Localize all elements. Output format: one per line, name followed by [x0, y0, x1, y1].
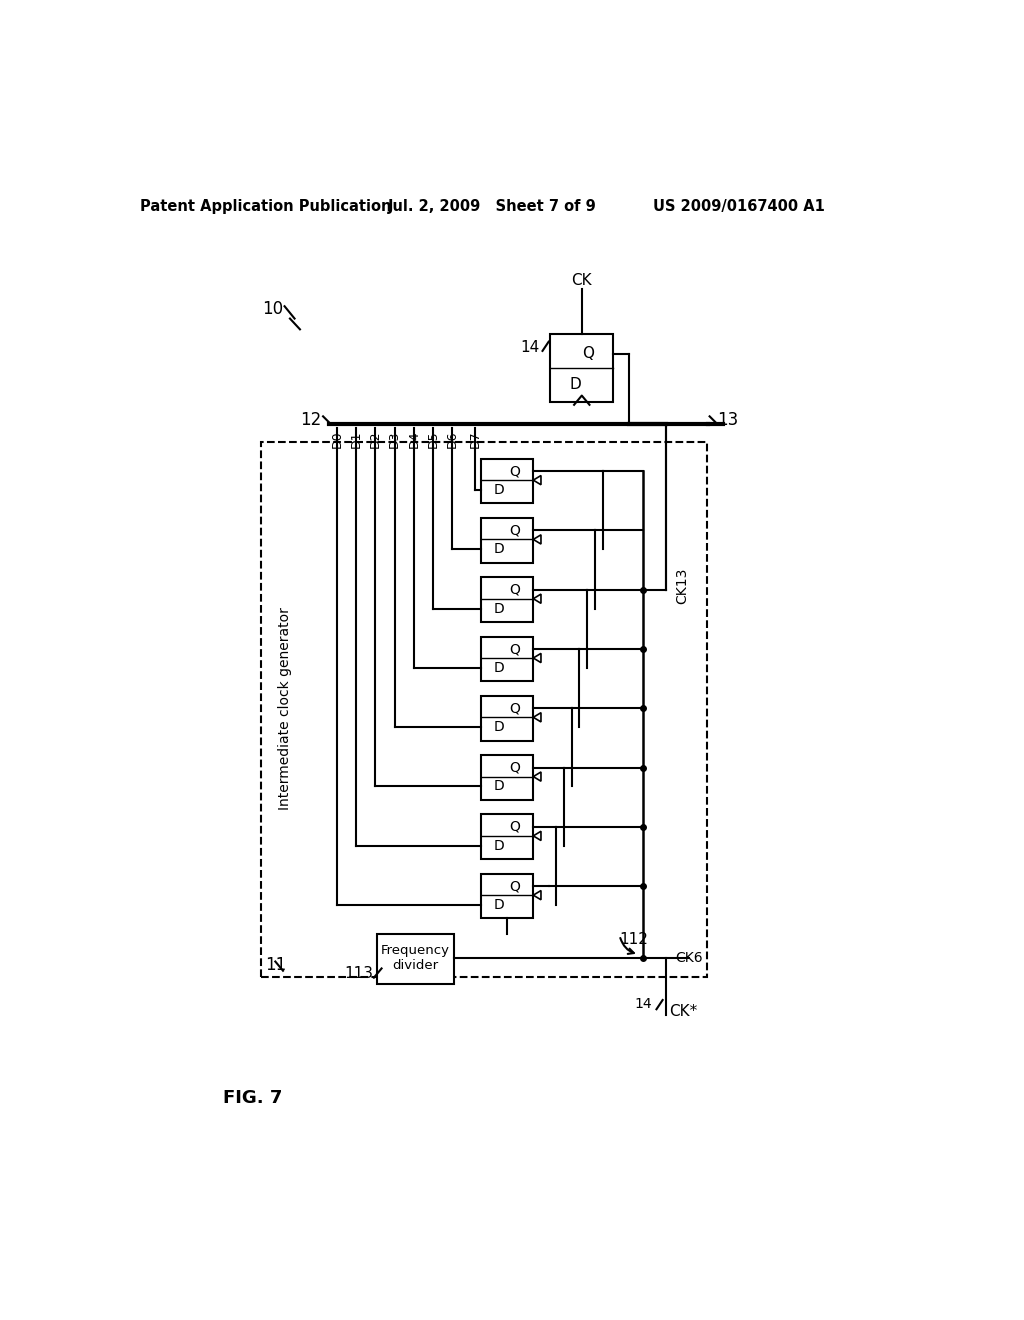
Text: D: D [494, 661, 505, 675]
Bar [481, 517, 534, 562]
Text: D2: D2 [369, 430, 382, 449]
Polygon shape [534, 832, 541, 841]
Text: Q: Q [510, 524, 520, 537]
Polygon shape [534, 535, 541, 544]
Bar [481, 577, 534, 622]
Polygon shape [534, 713, 541, 722]
Bar [481, 696, 534, 741]
Text: Jul. 2, 2009   Sheet 7 of 9: Jul. 2, 2009 Sheet 7 of 9 [388, 198, 597, 214]
Bar [481, 755, 534, 800]
Polygon shape [534, 475, 541, 484]
Text: D5: D5 [427, 430, 439, 449]
Text: Patent Application Publication: Patent Application Publication [139, 198, 391, 214]
Text: 10: 10 [262, 300, 283, 318]
Text: Frequency
divider: Frequency divider [381, 944, 450, 973]
Text: Q: Q [510, 820, 520, 834]
Text: Q: Q [510, 879, 520, 894]
Text: D3: D3 [388, 430, 401, 449]
Polygon shape [534, 772, 541, 781]
Bar [481, 874, 534, 919]
Text: Q: Q [510, 760, 520, 775]
Text: 12: 12 [300, 412, 322, 429]
Polygon shape [534, 891, 541, 900]
Bar [481, 814, 534, 859]
Bar [481, 459, 534, 503]
Text: 112: 112 [620, 932, 648, 946]
Text: CK6: CK6 [675, 952, 702, 965]
Text: CK: CK [571, 272, 592, 288]
Text: D1: D1 [349, 430, 362, 449]
Text: 113: 113 [344, 966, 373, 981]
Text: D6: D6 [445, 430, 459, 449]
Text: Intermediate clock generator: Intermediate clock generator [278, 607, 292, 810]
Text: D0: D0 [331, 430, 343, 449]
Text: D4: D4 [408, 430, 421, 449]
Text: US 2009/0167400 A1: US 2009/0167400 A1 [653, 198, 824, 214]
Text: 14: 14 [634, 997, 652, 1011]
Polygon shape [534, 594, 541, 603]
Bar [550, 334, 613, 401]
Text: Q: Q [510, 583, 520, 597]
Bar [261, 442, 707, 977]
Text: D: D [494, 543, 505, 556]
Text: Q: Q [582, 346, 594, 362]
Text: CK13: CK13 [675, 568, 689, 605]
Text: CK*: CK* [670, 1005, 697, 1019]
Text: 11: 11 [265, 957, 287, 974]
Bar [377, 933, 454, 983]
Polygon shape [534, 653, 541, 663]
Text: D: D [494, 838, 505, 853]
Text: Q: Q [510, 465, 520, 478]
Text: 14: 14 [520, 341, 540, 355]
Text: D: D [569, 378, 582, 392]
Text: Q: Q [510, 701, 520, 715]
Text: D: D [494, 779, 505, 793]
Text: D: D [494, 602, 505, 615]
Text: D7: D7 [468, 430, 481, 449]
Text: D: D [494, 721, 505, 734]
Text: Q: Q [510, 642, 520, 656]
Bar [481, 636, 534, 681]
Text: 13: 13 [717, 412, 738, 429]
Text: D: D [494, 898, 505, 912]
Text: D: D [494, 483, 505, 496]
Text: FIG. 7: FIG. 7 [223, 1089, 283, 1106]
